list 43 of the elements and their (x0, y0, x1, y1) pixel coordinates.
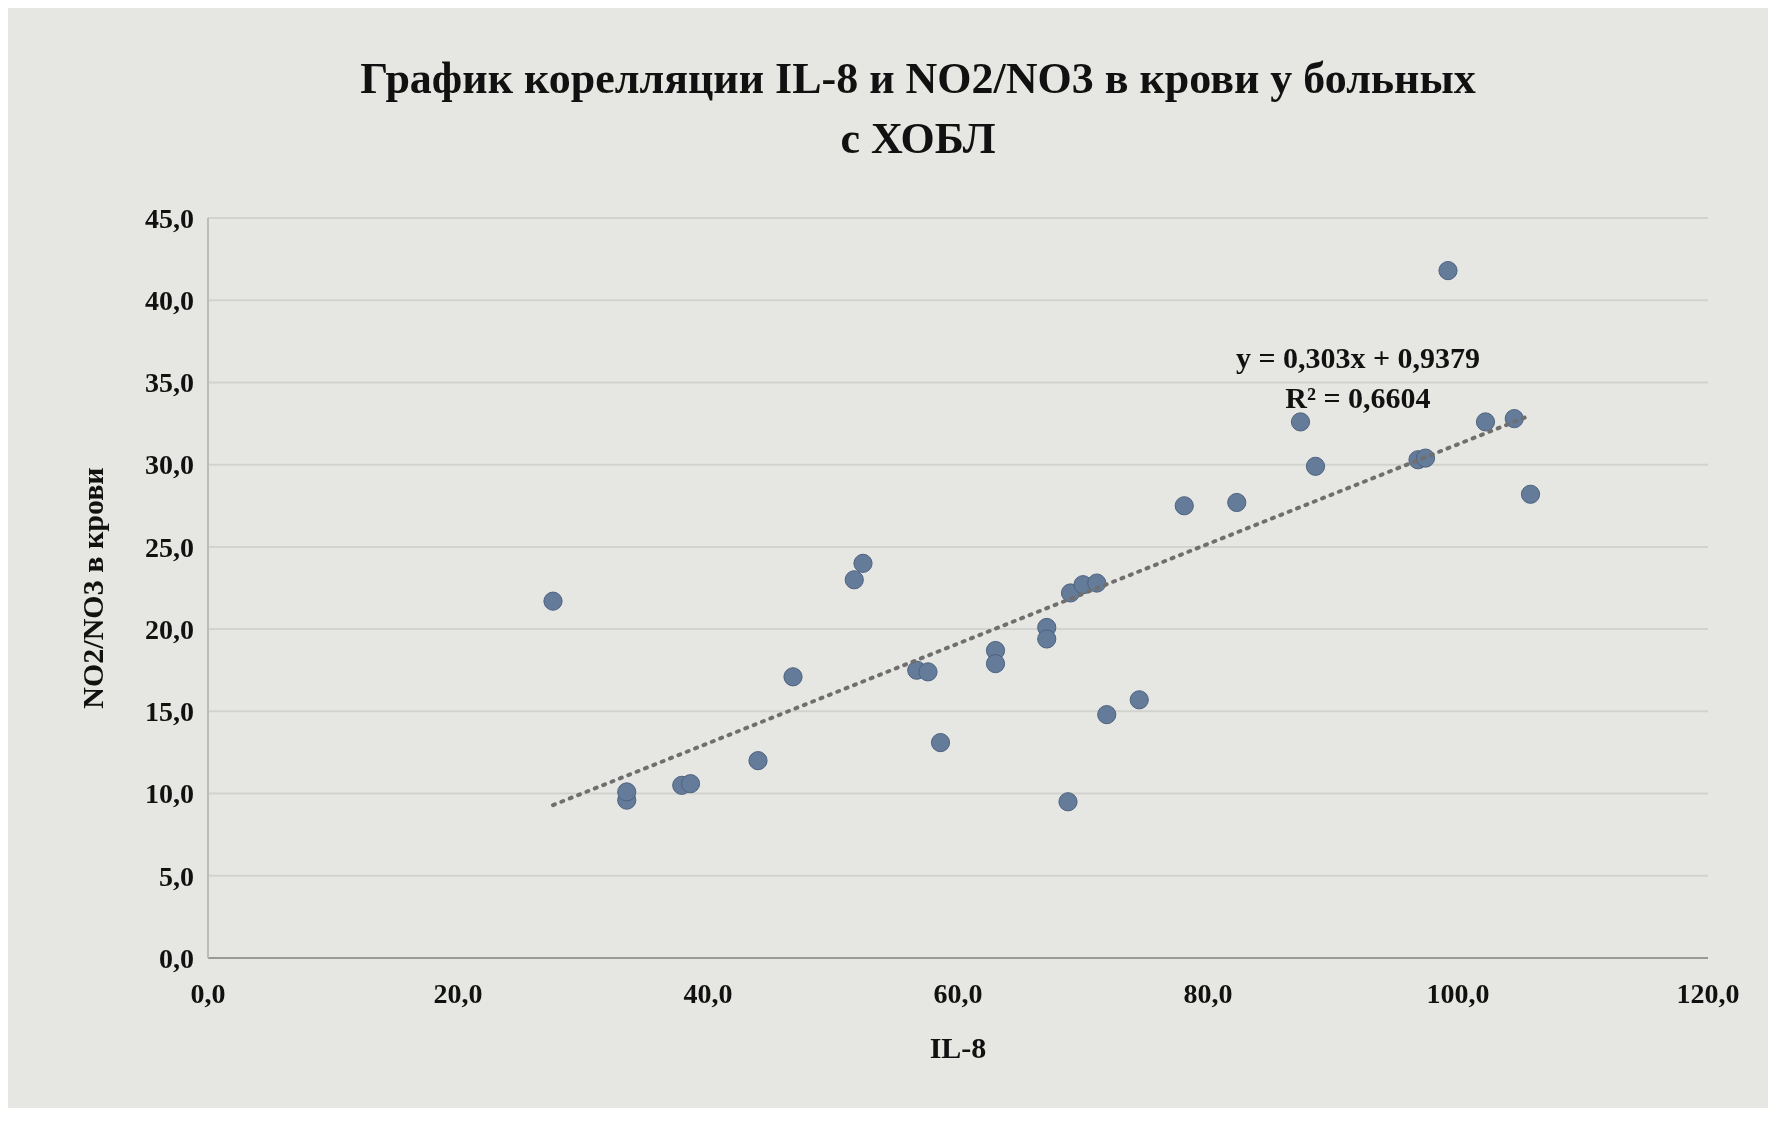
point (1475, 412, 1496, 432)
point (1438, 261, 1458, 281)
point (1174, 496, 1194, 516)
y-tick-label: 25,0 (145, 531, 194, 563)
annotation: y = 0,303x + 0,9379 (1235, 341, 1481, 374)
point (680, 774, 701, 794)
point (543, 591, 563, 611)
y-tick-label: 30,0 (145, 449, 194, 481)
point (1227, 492, 1247, 513)
y-tick-label: 35,0 (145, 367, 194, 399)
point (748, 751, 768, 771)
y-tick-label: 45,0 (145, 202, 194, 234)
point (930, 733, 951, 753)
point (985, 654, 1006, 674)
point (853, 553, 873, 573)
point (1520, 484, 1541, 504)
point (1058, 792, 1078, 812)
chart-title: График корелляции IL-8 и NO2/NO3 в крови у больных с ХОБЛ (360, 54, 1476, 163)
point (1290, 412, 1311, 432)
x-tick-label: 80,0 (1183, 978, 1233, 1009)
x-tick-label: 20,0 (433, 978, 483, 1009)
point (783, 667, 803, 687)
point (1305, 456, 1326, 476)
x-tick-label: 120,0 (1676, 978, 1740, 1009)
y-tick-label: 40,0 (145, 285, 194, 317)
point (1129, 690, 1149, 710)
y-tick-label: 20,0 (145, 613, 194, 645)
point (918, 662, 938, 682)
x-axis-title: IL-8 (929, 1031, 987, 1064)
point (1037, 629, 1057, 649)
x-tick-label: 100,0 (1426, 978, 1490, 1009)
y-axis-title: NO2/NO3 в крови (76, 467, 109, 709)
y-tick-label: 5,0 (159, 860, 194, 892)
point (844, 570, 864, 590)
point (617, 782, 637, 802)
y-tick-label: 10,0 (145, 778, 194, 810)
y-tick-label: 0,0 (159, 942, 194, 974)
annotation: R² = 0,6604 (1285, 381, 1431, 414)
y-tick-label: 15,0 (145, 696, 194, 728)
x-tick-label: 60,0 (933, 978, 983, 1009)
point (1097, 705, 1117, 725)
x-tick-label: 40,0 (683, 978, 733, 1009)
x-tick-label: 0,0 (190, 978, 226, 1009)
